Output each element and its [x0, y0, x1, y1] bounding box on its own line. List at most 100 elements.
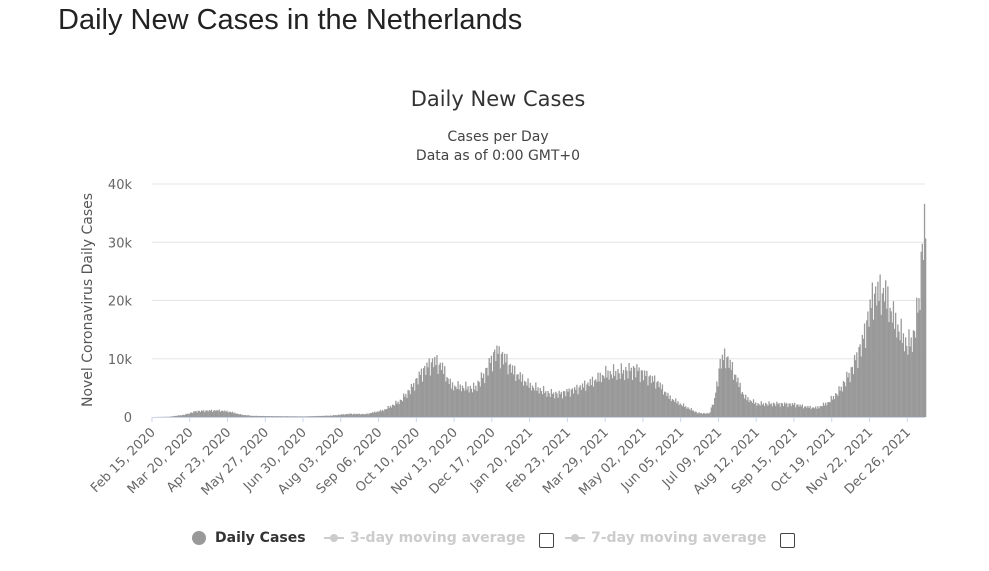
bar [494, 349, 496, 417]
bar [251, 415, 254, 417]
legend-3-day-average[interactable]: 3-day moving average [324, 530, 526, 546]
bar [472, 382, 475, 417]
bar [527, 378, 529, 417]
bar [678, 405, 680, 417]
checkbox-7-day-average[interactable] [780, 533, 795, 548]
bar [295, 416, 297, 418]
bar [283, 416, 285, 417]
bar [201, 411, 204, 417]
bar [641, 370, 644, 417]
bar [180, 415, 183, 417]
bar [484, 383, 486, 417]
bar [661, 384, 664, 417]
bar [274, 416, 276, 417]
bar [498, 346, 500, 417]
bar [521, 374, 524, 417]
bar [301, 416, 304, 417]
y-axis-label: Novel Coronavirus Daily Cases [80, 193, 96, 407]
bar [303, 416, 305, 418]
bar [499, 368, 501, 417]
bar [693, 412, 696, 417]
bar [288, 416, 290, 417]
bar [829, 402, 831, 417]
bar [637, 371, 639, 417]
bar [524, 380, 526, 417]
bar [299, 416, 302, 417]
bar [752, 399, 755, 417]
bar [903, 351, 906, 417]
bar [582, 387, 585, 417]
bar [194, 411, 196, 417]
bar [223, 411, 225, 417]
bar [855, 360, 857, 417]
bar [266, 416, 268, 417]
bar [882, 287, 885, 417]
bar [207, 411, 209, 417]
bar [502, 364, 505, 417]
bar [365, 414, 367, 417]
bar [626, 370, 628, 417]
bar [284, 416, 286, 417]
bar [269, 416, 272, 417]
bar [662, 394, 665, 417]
bar [311, 416, 314, 417]
bar [477, 380, 479, 417]
bar [278, 416, 280, 417]
bar [845, 386, 847, 417]
bar [773, 403, 776, 417]
bar [369, 413, 371, 417]
bar [812, 407, 815, 417]
y-tick-label: 30k [108, 236, 133, 251]
bar [333, 415, 335, 417]
bar [247, 415, 249, 417]
bar [728, 367, 730, 417]
bar [901, 343, 903, 417]
bar [379, 409, 381, 417]
bar [879, 274, 881, 417]
bar [371, 412, 374, 417]
bar [490, 355, 493, 417]
bar [229, 411, 232, 417]
bar [370, 413, 373, 417]
bar [712, 404, 715, 417]
bar [832, 396, 835, 417]
bar [421, 381, 424, 417]
bar [293, 416, 295, 417]
legend-daily-cases[interactable]: Daily Cases [192, 530, 306, 546]
bar [450, 388, 453, 417]
bar [609, 371, 611, 417]
bar [762, 403, 765, 417]
bar [536, 390, 538, 417]
bar [538, 393, 540, 417]
bar [768, 401, 770, 417]
checkbox-3-day-average[interactable] [539, 533, 554, 548]
bar [769, 404, 771, 417]
page-title: Daily New Cases in the Netherlands [58, 4, 523, 36]
bar [716, 381, 718, 417]
bar [608, 379, 610, 417]
y-tick-label: 20k [108, 295, 133, 310]
bar [681, 406, 684, 417]
bar [240, 414, 243, 417]
bar [264, 416, 266, 417]
bar [592, 386, 595, 417]
bar [249, 415, 252, 417]
bar [701, 413, 704, 417]
bar [908, 329, 910, 417]
bar [586, 384, 588, 417]
bar [218, 409, 220, 417]
bar [816, 408, 818, 417]
bar [462, 388, 465, 417]
bar [843, 382, 846, 417]
y-tick-labels: 0 10k 20k 30k 40k [108, 178, 133, 426]
legend-7-day-average[interactable]: 7-day moving average [565, 530, 767, 546]
bar [730, 369, 732, 417]
bar [418, 371, 420, 417]
bar [750, 401, 752, 417]
bar [324, 415, 326, 417]
bar [732, 379, 735, 417]
bar [350, 413, 353, 417]
bar [467, 386, 469, 417]
x-tick-label: May 02, 2021 [576, 425, 649, 498]
bar [696, 412, 698, 417]
